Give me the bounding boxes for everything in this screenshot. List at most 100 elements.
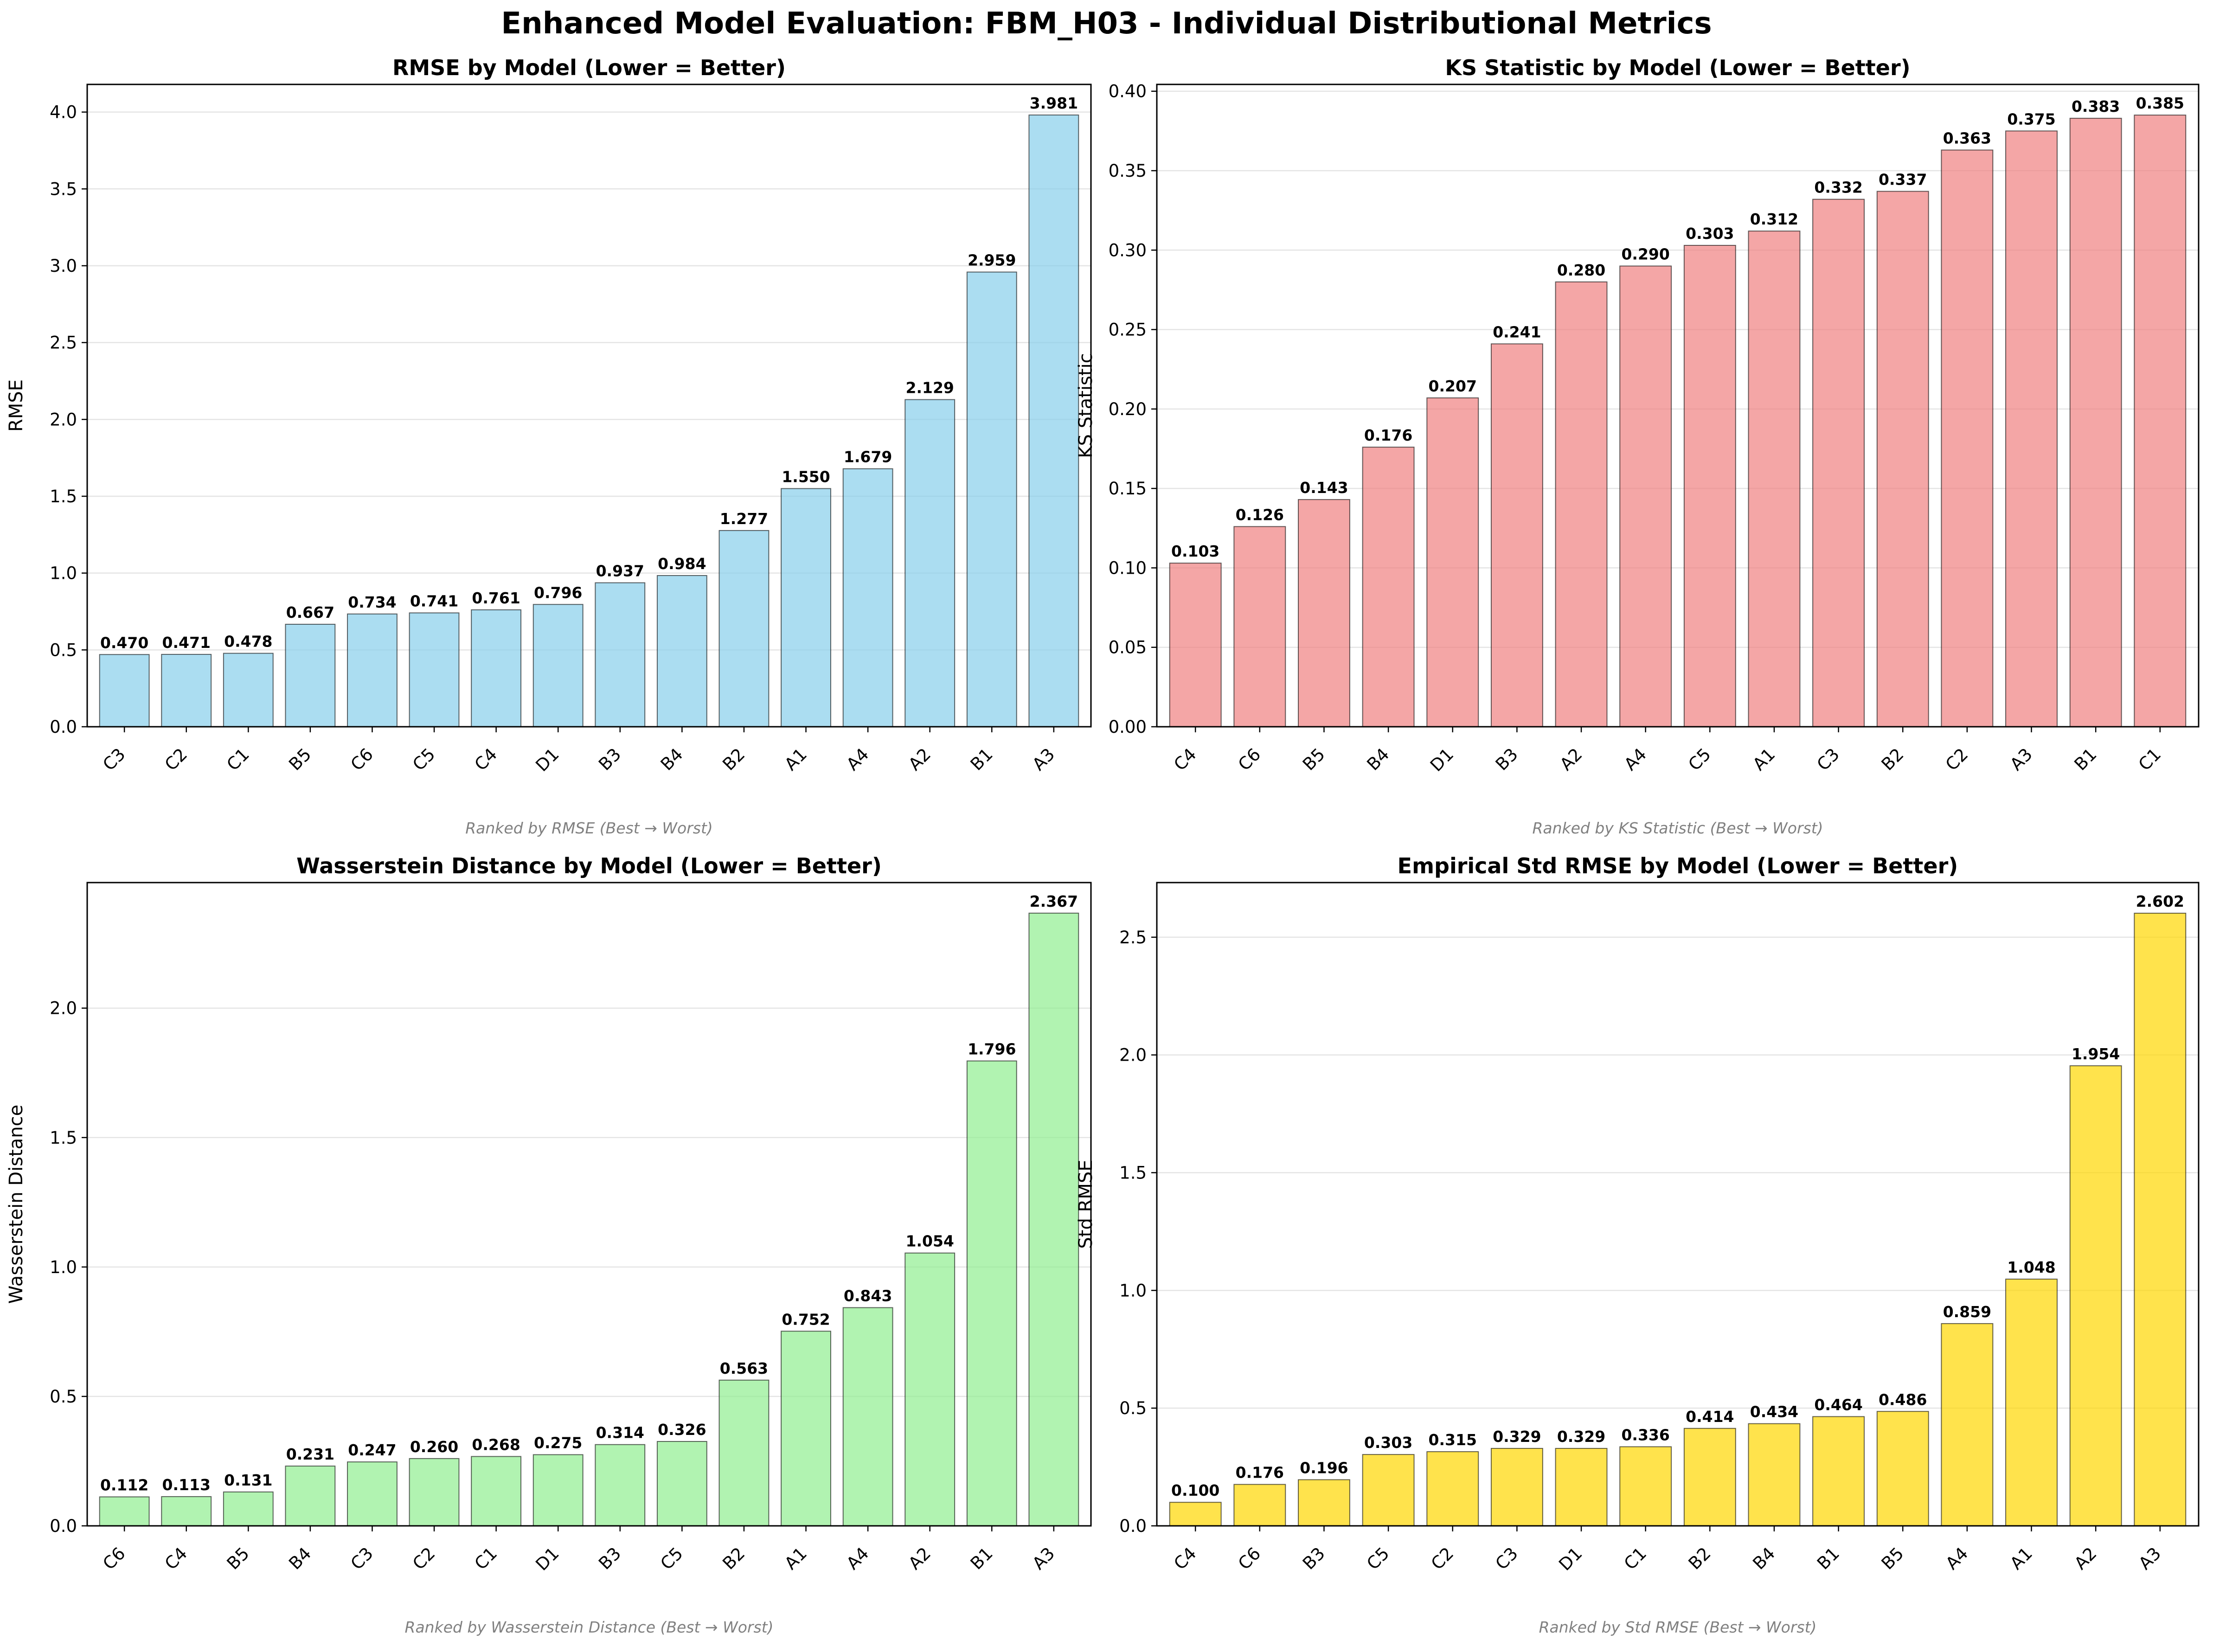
bar-a4 [1941,1323,1994,1527]
bar-c2 [161,653,212,727]
x-tick-label: C1 [223,744,253,775]
bar-value-label: 0.231 [286,1445,334,1463]
bar-d1 [1426,397,1479,727]
bar-c1 [471,1456,522,1526]
bar-b4 [285,1466,336,1527]
x-tick-label: B2 [1878,744,1908,775]
ranking-note: Ranked by RMSE (Best → Worst) [465,819,713,837]
x-tick-label: C4 [471,744,501,775]
bar-value-label: 0.471 [162,634,211,652]
bar-value-label: 0.312 [1750,210,1798,228]
plot-frame [1156,83,2200,728]
bar-b2 [718,1379,770,1527]
x-tick-label: C1 [1620,1543,1650,1574]
x-tick-label: C2 [161,744,191,775]
x-tick-label: A4 [1620,744,1650,775]
x-tick-label: A4 [843,1543,873,1574]
y-tick-label: 0.30 [1109,240,1147,260]
bar-a1 [1748,231,1801,727]
bar-value-label: 0.314 [596,1424,644,1442]
x-tick-label: B1 [2071,744,2101,775]
x-tick-label: B3 [595,744,625,775]
y-tick-label: 1.0 [50,1257,77,1277]
bar-value-label: 0.247 [348,1441,396,1459]
x-tick-label: B5 [1299,744,1329,775]
x-tick-label: C5 [1363,1543,1393,1574]
bar-value-label: 0.337 [1879,171,1927,189]
x-tick-label: A1 [781,1543,811,1574]
bar-value-label: 0.112 [100,1476,148,1494]
bar-a4 [842,468,893,727]
bar-c4 [1169,563,1222,727]
bar-a1 [2005,1278,2058,1526]
x-tick-label: C4 [161,1543,191,1574]
x-tick-label: A3 [2135,1543,2165,1574]
bar-value-label: 0.383 [2072,97,2120,115]
bar-value-label: 0.843 [844,1287,892,1305]
bar-d1 [532,1454,584,1526]
x-tick-label: A2 [904,1543,935,1574]
x-tick-label: D1 [532,1543,563,1575]
bar-d1 [1555,1447,1608,1527]
y-tick-label: 4.0 [50,102,77,122]
x-tick-label: C4 [1170,1543,1200,1574]
bar-a3 [2134,912,2187,1526]
bar-c6 [99,1496,150,1526]
y-axis-label: RMSE [6,379,27,432]
bar-c6 [347,613,398,727]
bar-b1 [1812,1416,1865,1526]
y-tick-label: 0.00 [1109,717,1147,737]
bar-value-label: 1.048 [2007,1258,2055,1276]
bar-c5 [409,612,460,728]
bar-c6 [1233,526,1286,728]
bar-c2 [1941,149,1994,727]
x-tick-label: B1 [1813,1543,1843,1574]
bar-value-label: 0.113 [162,1476,211,1494]
y-tick-label: 0.10 [1109,558,1147,578]
y-tick-label: 0.0 [1119,1516,1147,1536]
bar-value-label: 0.241 [1493,323,1541,341]
bar-value-label: 0.103 [1171,542,1219,560]
y-tick-label: 1.5 [50,487,77,506]
bar-b2 [718,530,770,727]
x-tick-label: A3 [2006,744,2036,775]
bar-value-label: 2.959 [968,251,1016,269]
bar-value-label: 0.741 [410,592,458,610]
bar-value-label: 0.290 [1621,245,1669,263]
x-tick-label: B5 [223,1543,253,1574]
bar-value-label: 0.329 [1493,1428,1541,1446]
bar-value-label: 1.054 [905,1232,954,1250]
bar-value-label: 0.796 [534,583,582,602]
bar-c1 [223,653,274,728]
x-tick-label: B3 [1299,1543,1329,1574]
x-tick-label: C3 [1813,744,1843,775]
bar-value-label: 2.602 [2136,892,2184,910]
bar-value-label: 0.143 [1300,479,1348,497]
chart-panel-2: 0.103 C4 0.126 C6 0.143 B5 0.176 B4 0.207 D1 0.241… [1075,55,2200,837]
bar-value-label: 0.984 [658,555,706,573]
x-tick-label: D1 [1426,744,1457,775]
y-axis-label: Std RMSE [1075,1159,1097,1249]
chart-title: Empirical Std RMSE by Model (Lower = Bet… [1398,853,1958,878]
x-tick-label: B3 [1492,744,1522,775]
x-tick-label: C3 [1492,1543,1522,1574]
y-tick-label: 2.0 [50,410,77,429]
x-tick-label: A2 [1556,744,1586,775]
bar-a2 [1555,281,1608,727]
bar-b4 [1748,1423,1801,1527]
y-tick-label: 0.0 [50,1516,77,1536]
y-tick-label: 1.5 [50,1128,77,1148]
bar-value-label: 0.478 [224,633,272,651]
y-axis-label: Wasserstein Distance [6,1105,27,1304]
bar-c6 [1233,1484,1286,1527]
bar-b2 [1876,191,1929,727]
x-tick-label: C2 [409,1543,439,1574]
ranking-note: Ranked by Wasserstein Distance (Best → W… [405,1618,774,1636]
x-tick-label: C6 [1234,1543,1264,1574]
bar-value-label: 2.129 [905,379,954,397]
x-tick-label: B2 [1685,1543,1715,1574]
plot-frame [1156,882,2200,1527]
y-tick-label: 1.0 [50,563,77,583]
ranking-note: Ranked by KS Statistic (Best → Worst) [1532,819,1823,837]
